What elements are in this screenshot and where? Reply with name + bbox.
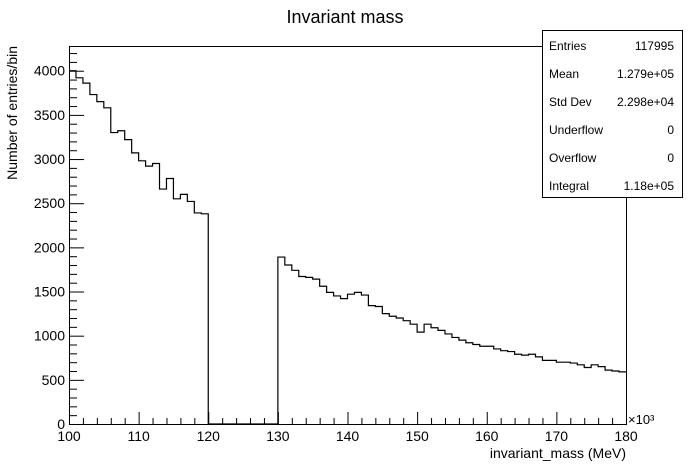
x-tick-label: 130 [266, 428, 290, 444]
histogram-bins [69, 70, 626, 425]
y-tick-label: 2500 [34, 195, 65, 211]
stats-value: 1.279e+05 [616, 67, 674, 81]
stats-label: Entries [549, 39, 587, 53]
x-tick-label: 140 [336, 428, 360, 444]
x-tick-label: 180 [614, 428, 638, 444]
x-tick-label: 160 [475, 428, 499, 444]
stats-row-entries: Entries 117995 [549, 36, 674, 56]
chart-title: Invariant mass [286, 7, 403, 27]
y-tick-label: 3000 [34, 151, 65, 167]
stats-row-stddev: Std Dev 2.298e+04 [549, 92, 674, 112]
x-tick-label: 150 [405, 428, 429, 444]
stats-value: 1.18e+05 [623, 179, 674, 193]
stats-value: 0 [667, 123, 674, 137]
stats-label: Integral [549, 179, 590, 193]
stats-row-mean: Mean 1.279e+05 [549, 64, 674, 84]
histogram-outline [69, 70, 626, 425]
y-axis: 0 500 1000 1500 2000 2500 3000 3500 4000 [34, 53, 84, 432]
x-tick-label: 170 [545, 428, 569, 444]
stats-row-overflow: Overflow 0 [549, 148, 674, 168]
y-tick-label: 4000 [34, 63, 65, 79]
stats-label: Mean [549, 67, 580, 81]
y-tick-label: 1500 [34, 284, 65, 300]
stats-row-integral: Integral 1.18e+05 [549, 176, 674, 196]
y-tick-label: 2000 [34, 239, 65, 255]
stats-row-underflow: Underflow 0 [549, 120, 674, 140]
x-tick-label: 100 [57, 428, 81, 444]
y-tick-label: 1000 [34, 328, 65, 344]
x-tick-label: 120 [197, 428, 221, 444]
stats-value: 0 [667, 151, 674, 165]
stats-label: Underflow [549, 123, 604, 137]
x-tick-label: 110 [127, 428, 150, 444]
y-tick-label: 3500 [34, 107, 65, 123]
stats-value: 117995 [634, 39, 674, 53]
x-axis-label: invariant_mass (MeV) [490, 445, 626, 461]
y-axis-label: Number of entries/bin [4, 46, 20, 180]
stats-value: 2.298e+04 [616, 95, 674, 109]
plot-frame [69, 46, 627, 425]
y-tick-label: 0 [57, 416, 65, 432]
y-tick-label: 500 [42, 372, 66, 388]
stats-box: Entries 117995 Mean 1.279e+05 Std Dev 2.… [542, 30, 683, 198]
stats-label: Overflow [549, 151, 597, 165]
stats-label: Std Dev [549, 95, 592, 109]
x-axis: 100 110 120 130 140 150 160 170 180 [57, 412, 638, 444]
x-axis-multiplier: ×10³ [628, 412, 655, 427]
